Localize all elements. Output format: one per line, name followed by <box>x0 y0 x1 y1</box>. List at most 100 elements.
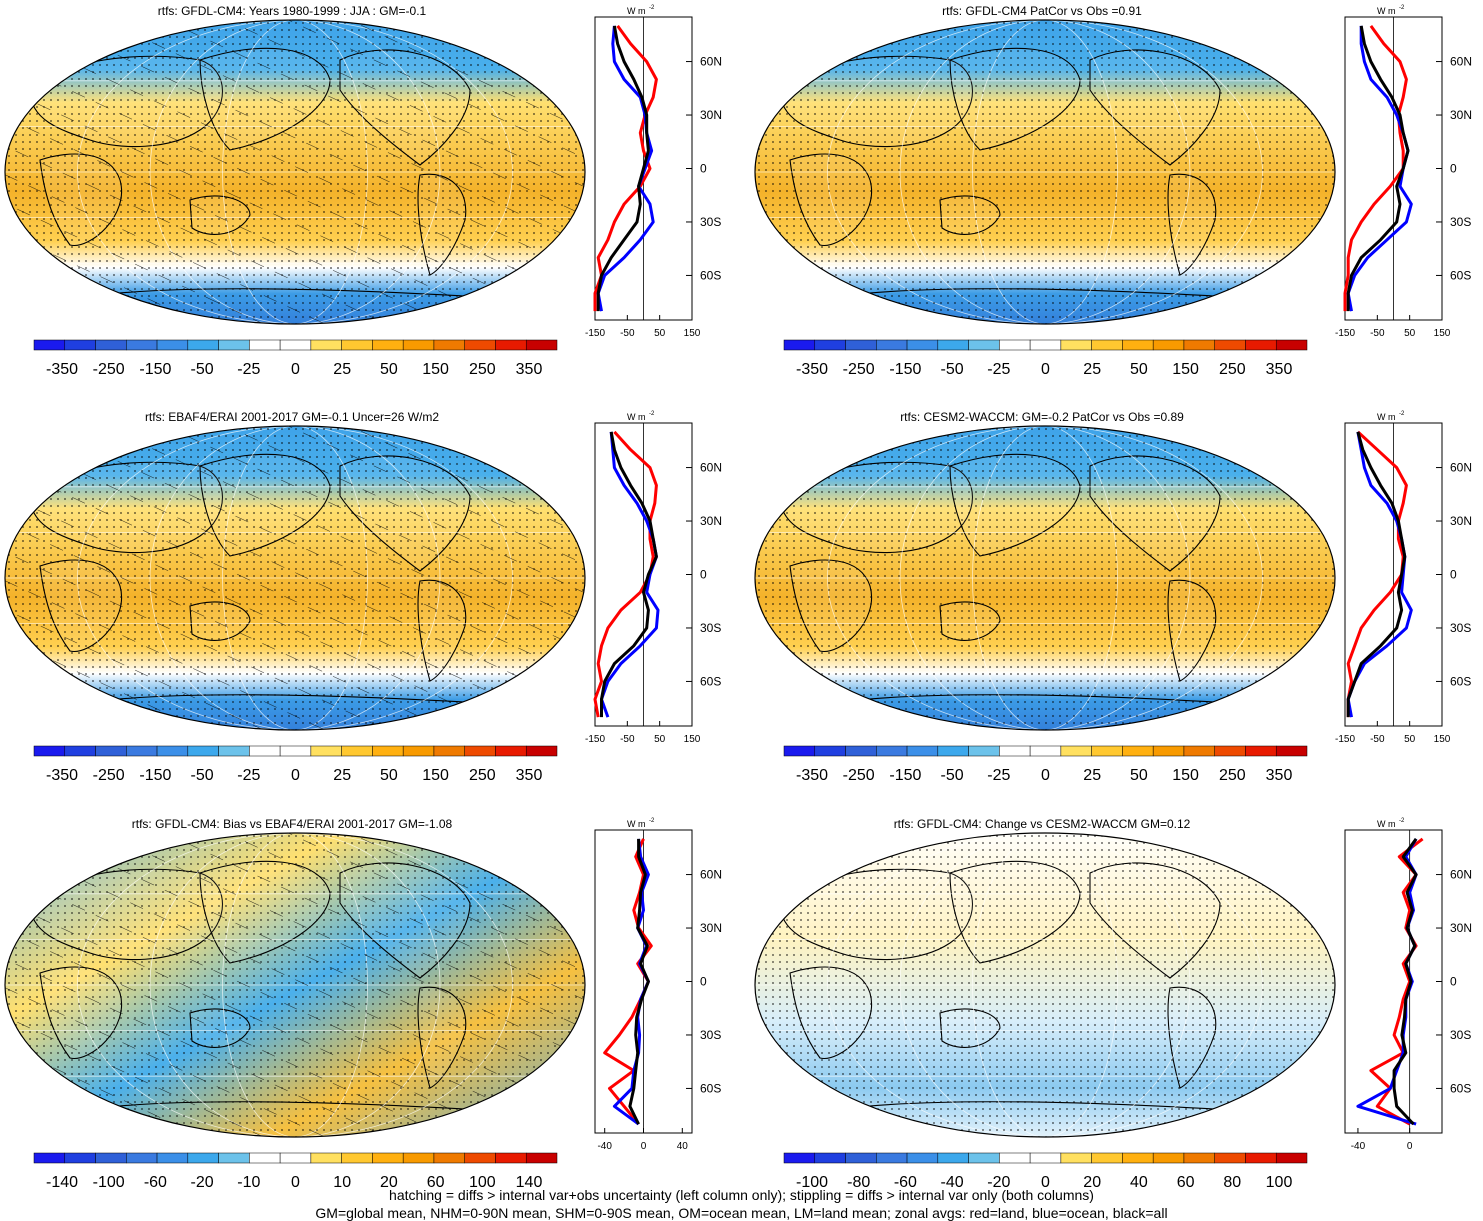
colorbar-label: -150 <box>139 767 171 784</box>
zonal-units: W m <box>627 819 646 829</box>
colorbar-swatch <box>1091 745 1123 757</box>
colorbar-label: -25 <box>237 361 260 378</box>
colorbar-label: -25 <box>987 361 1010 378</box>
colorbar-swatch <box>310 339 342 351</box>
hatching <box>5 833 585 1137</box>
panel-2: rtfs: GFDL-CM4 PatCor vs Obs =0.91 -350 -2… <box>754 4 1472 378</box>
map-title: rtfs: CESM2-WACCM: GM=-0.2 PatCor vs Obs… <box>900 410 1184 424</box>
stippling <box>755 833 1335 1137</box>
colorbar-swatch <box>1183 339 1215 351</box>
lat-label: 0 <box>700 162 707 176</box>
colorbar-swatch <box>156 1152 189 1164</box>
colorbar-label: 80 <box>1223 1174 1241 1191</box>
colorbar-swatch <box>1183 1152 1215 1164</box>
colorbar-swatch <box>64 339 96 351</box>
colorbar-swatch <box>433 745 465 757</box>
zonal-units-superscript: -2 <box>1399 411 1405 417</box>
colorbar-swatch <box>1152 339 1185 351</box>
x-tick-label: 0 <box>641 1141 647 1152</box>
lat-label: 30N <box>700 921 722 935</box>
colorbar-label: -60 <box>144 1174 167 1191</box>
colorbar-swatch <box>156 745 189 757</box>
footer-line-2: GM=global mean, NHM=0-90N mean, SHM=0-90… <box>315 1205 1168 1221</box>
colorbar-swatch <box>495 339 527 351</box>
colorbar-swatch <box>95 745 127 757</box>
map-title: rtfs: GFDL-CM4: Years 1980-1999 : JJA : … <box>158 4 427 18</box>
colorbar-swatch <box>814 339 846 351</box>
series-line-all <box>628 838 650 1125</box>
x-tick-label: -50 <box>1370 328 1385 339</box>
series-line-all <box>1346 25 1410 312</box>
lat-label: 60S <box>700 674 721 688</box>
colorbar-swatch <box>999 1152 1031 1164</box>
colorbar-swatch <box>372 745 404 757</box>
colorbar-swatch <box>310 745 342 757</box>
lat-label: 30N <box>700 108 722 122</box>
zonal-plot: W m -2 60N 30N 0 30S 60S -40 0 <box>1344 818 1472 1152</box>
lat-label: 60N <box>700 55 722 69</box>
colorbar-swatch <box>1214 339 1246 351</box>
colorbar-swatch <box>525 339 558 351</box>
colorbar-label: 25 <box>333 361 351 378</box>
colorbar-label: -350 <box>46 361 78 378</box>
colorbar-swatch <box>1122 1152 1154 1164</box>
colorbar-swatch <box>783 339 816 351</box>
lat-label: 30N <box>1450 921 1472 935</box>
colorbar-swatch <box>464 745 496 757</box>
colorbar-swatch <box>372 1152 404 1164</box>
panel-1: rtfs: GFDL-CM4: Years 1980-1999 : JJA : … <box>4 4 722 378</box>
series-line-ocean <box>1346 431 1413 718</box>
zonal-units: W m <box>627 6 646 16</box>
colorbar-swatch <box>1029 339 1062 351</box>
map-border <box>4 19 586 325</box>
colorbar-label: 0 <box>291 361 300 378</box>
colorbar: -350 -250 -150 -50 -25 0 25 50 150 250 350 <box>33 339 558 378</box>
colorbar-label: 50 <box>1130 767 1148 784</box>
colorbar-swatch <box>249 339 281 351</box>
map-border <box>4 832 586 1138</box>
colorbar-label: -50 <box>191 361 214 378</box>
panel-5: rtfs: GFDL-CM4: Bias vs EBAF4/ERAI 2001-… <box>4 817 722 1191</box>
colorbar-swatch <box>1029 745 1062 757</box>
colorbar-swatch <box>341 1152 373 1164</box>
colorbar-swatch <box>95 339 127 351</box>
x-tick-label: 50 <box>1404 734 1416 745</box>
zonal-units: W m <box>1377 819 1396 829</box>
lat-label: 30N <box>1450 514 1472 528</box>
colorbar-label: -150 <box>139 361 171 378</box>
series-line-all <box>600 431 658 718</box>
panel-4: rtfs: CESM2-WACCM: GM=-0.2 PatCor vs Obs… <box>754 410 1472 784</box>
colorbar-label: 150 <box>1172 767 1199 784</box>
colorbar-label: -150 <box>889 361 921 378</box>
lat-label: 60S <box>1450 674 1471 688</box>
colorbar-label: 140 <box>516 1174 543 1191</box>
colorbar-swatch <box>525 745 558 757</box>
colorbar-label: 0 <box>1041 767 1050 784</box>
colorbar-swatch <box>1214 745 1246 757</box>
x-tick-label: 40 <box>677 1141 689 1152</box>
colorbar-label: -350 <box>796 767 828 784</box>
colorbar: -350 -250 -150 -50 -25 0 25 50 150 250 350 <box>33 745 558 784</box>
colorbar-swatch <box>845 1152 877 1164</box>
map-border <box>754 832 1336 1138</box>
x-tick-label: -40 <box>597 1141 612 1152</box>
colorbar-swatch <box>279 1152 312 1164</box>
colorbar-swatch <box>1060 339 1092 351</box>
colorbar-label: -20 <box>191 1174 214 1191</box>
colorbar-label: 100 <box>1266 1174 1293 1191</box>
colorbar-label: -250 <box>843 767 875 784</box>
colorbar-swatch <box>126 745 158 757</box>
lat-label: 30S <box>700 621 721 635</box>
colorbar-swatch <box>126 339 158 351</box>
map-title: rtfs: GFDL-CM4: Bias vs EBAF4/ERAI 2001-… <box>132 817 453 831</box>
colorbar-label: 0 <box>291 1174 300 1191</box>
colorbar-label: 250 <box>469 361 496 378</box>
lat-label: 0 <box>1450 568 1457 582</box>
x-tick-label: -150 <box>585 734 605 745</box>
colorbar-label: -50 <box>191 767 214 784</box>
map-border <box>4 425 586 731</box>
colorbar-swatch <box>937 1152 969 1164</box>
colorbar-swatch <box>156 339 189 351</box>
lat-label: 60N <box>1450 55 1472 69</box>
